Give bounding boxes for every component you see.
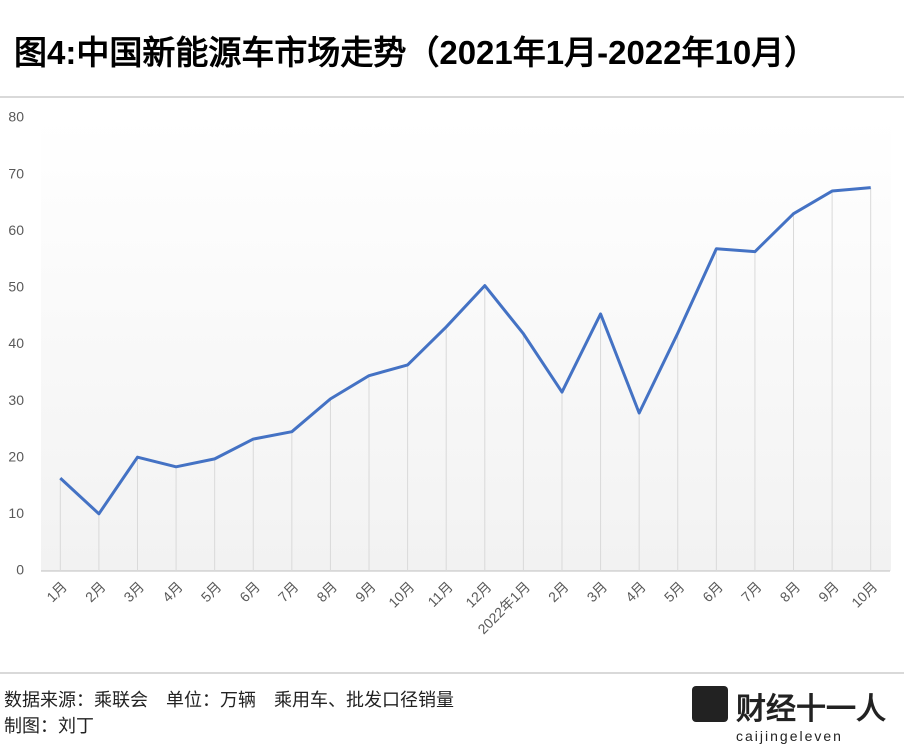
x-tick-label: 6月 <box>699 578 726 605</box>
y-tick-label: 50 <box>8 279 24 295</box>
x-tick-label: 1月 <box>43 578 70 605</box>
x-tick-label: 3月 <box>120 578 147 605</box>
logo-name: 财经十一人 <box>736 693 886 726</box>
logo: 财经十一人 caijingeleven <box>692 684 886 744</box>
x-tick-label: 7月 <box>738 578 765 605</box>
data-line <box>59 186 871 516</box>
x-tick-label: 6月 <box>236 578 263 605</box>
y-tick-label: 40 <box>8 335 24 351</box>
author-note: 制图：刘丁 <box>4 716 94 736</box>
y-tick-label: 20 <box>8 448 24 464</box>
y-tick-label: 70 <box>8 165 24 181</box>
x-tick-label: 9月 <box>815 578 842 605</box>
x-tick-label: 8月 <box>313 578 340 605</box>
x-tick-label: 5月 <box>198 578 225 605</box>
logo-subtitle: caijingeleven <box>736 728 843 744</box>
y-tick-label: 0 <box>16 562 24 578</box>
x-tick-label: 4月 <box>159 578 186 605</box>
x-tick-label: 4月 <box>622 578 649 605</box>
plot-background <box>41 118 891 571</box>
divider <box>0 672 904 674</box>
x-tick-label: 9月 <box>352 578 379 605</box>
x-tick-label: 7月 <box>275 578 302 605</box>
y-tick-label: 60 <box>8 222 24 238</box>
x-tick-label: 5月 <box>661 578 688 605</box>
logo-icon <box>692 686 728 722</box>
source-note: 数据来源：乘联会 单位：万辆 乘用车、批发口径销量 <box>4 690 454 710</box>
x-tick-label: 2月 <box>82 578 109 605</box>
x-tick-label: 12月 <box>462 578 494 610</box>
y-tick-label: 30 <box>8 392 24 408</box>
chart-title: 图4:中国新能源车市场走势（2021年1月-2022年10月） <box>14 34 818 71</box>
x-tick-label: 8月 <box>777 578 804 605</box>
x-tick-label: 10月 <box>385 578 417 610</box>
divider <box>0 96 904 98</box>
x-tick-label: 3月 <box>584 578 611 605</box>
y-tick-label: 80 <box>8 109 24 125</box>
x-tick-label: 2月 <box>545 578 572 605</box>
x-tick-label: 11月 <box>424 578 455 609</box>
x-tick-label: 10月 <box>848 578 880 610</box>
y-tick-label: 10 <box>8 505 24 521</box>
